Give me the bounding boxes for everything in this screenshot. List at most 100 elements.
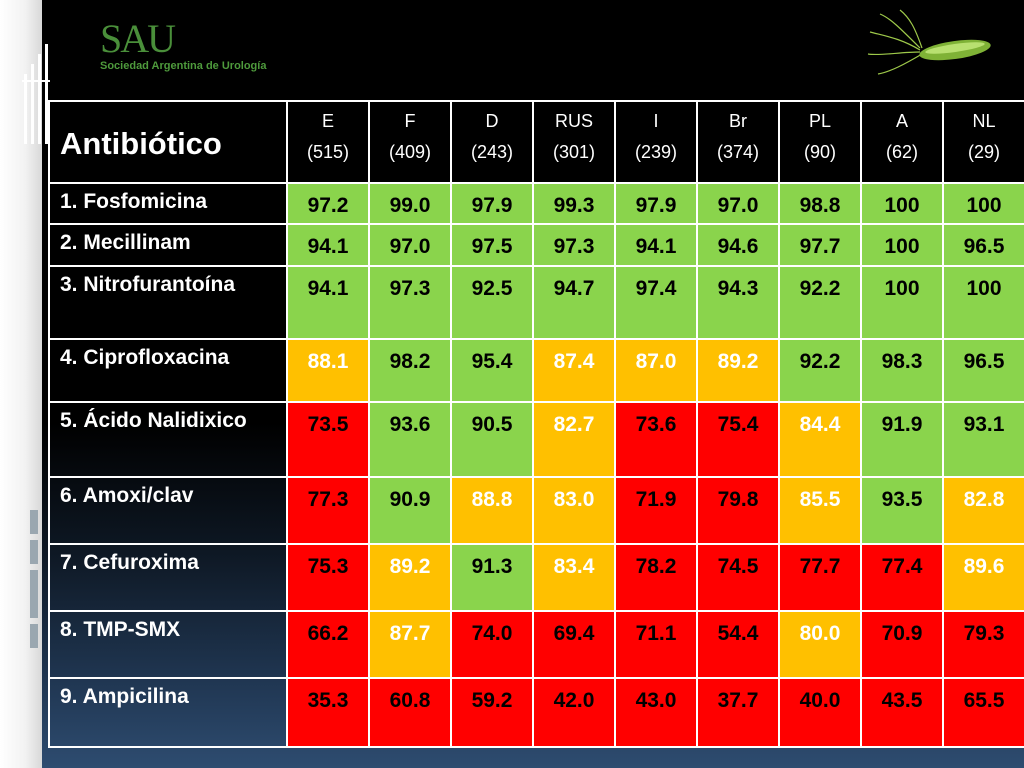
antibiotic-name: 9. Ampicilina: [48, 676, 288, 749]
susceptibility-cell: 85.5: [778, 476, 862, 546]
susceptibility-cell: 82.8: [942, 476, 1024, 546]
table-row: 2. Mecillinam 94.1 97.0 97.5 97.3 94.1 94.6 97.…: [48, 222, 1024, 268]
table-row: 4. Ciprofloxacina 88.1 98.2 95.4 87.4 87.0 89.…: [48, 338, 1024, 404]
susceptibility-cell: 87.7: [368, 610, 452, 679]
susceptibility-cell: 77.7: [778, 543, 862, 613]
header-col: A (62): [860, 100, 944, 184]
header-col: I (239): [614, 100, 698, 184]
table-row: 8. TMP-SMX 66.2 87.7 74.0 69.4 71.1 54.4 80.0 70…: [48, 610, 1024, 679]
susceptibility-cell: 91.9: [860, 401, 944, 479]
susceptibility-cell: 73.5: [286, 401, 370, 479]
susceptibility-cell: 97.2: [286, 182, 370, 225]
header-col: RUS (301): [532, 100, 616, 184]
susceptibility-cell: 40.0: [778, 676, 862, 749]
decor-bar: [30, 510, 38, 534]
susceptibility-cell: 98.8: [778, 182, 862, 225]
susceptibility-cell: 75.3: [286, 543, 370, 613]
susceptibility-cell: 100: [860, 265, 944, 341]
susceptibility-cell: 94.1: [614, 222, 698, 268]
susceptibility-cell: 77.3: [286, 476, 370, 546]
bacteria-icon: [867, 9, 991, 75]
susceptibility-cell: 43.0: [614, 676, 698, 749]
decor-bar: [30, 570, 38, 618]
susceptibility-cell: 98.3: [860, 338, 944, 404]
susceptibility-cell: 42.0: [532, 676, 616, 749]
susceptibility-cell: 77.4: [860, 543, 944, 613]
susceptibility-cell: 80.0: [778, 610, 862, 679]
susceptibility-cell: 97.9: [450, 182, 534, 225]
susceptibility-cell: 97.3: [368, 265, 452, 341]
susceptibility-cell: 71.1: [614, 610, 698, 679]
antibiotic-name: 8. TMP-SMX: [48, 610, 288, 679]
susceptibility-cell: 99.3: [532, 182, 616, 225]
susceptibility-cell: 88.8: [450, 476, 534, 546]
antibiotic-name: 7. Cefuroxima: [48, 543, 288, 613]
susceptibility-cell: 97.4: [614, 265, 698, 341]
susceptibility-cell: 83.0: [532, 476, 616, 546]
table-row: 1. Fosfomicina 97.2 99.0 97.9 99.3 97.9 97.0 98…: [48, 182, 1024, 225]
table-row: 5. Ácido Nalidixico 73.5 93.6 90.5 82.7 73.6 7…: [48, 401, 1024, 479]
susceptibility-cell: 92.2: [778, 265, 862, 341]
table-row: 7. Cefuroxima 75.3 89.2 91.3 83.4 78.2 74.5 77.…: [48, 543, 1024, 613]
decor-bar: [30, 624, 38, 648]
header-col: NL (29): [942, 100, 1024, 184]
header-col: F (409): [368, 100, 452, 184]
susceptibility-cell: 91.3: [450, 543, 534, 613]
col-n: (29): [967, 142, 1000, 162]
susceptibility-cell: 92.2: [778, 338, 862, 404]
col-n: (90): [803, 142, 836, 162]
antibiotic-susceptibility-table: Antibiótico E (515) F (409) D (243) RUS (301…: [48, 100, 1024, 749]
corner-lines-icon: [22, 44, 50, 144]
col-code: NL: [972, 111, 996, 131]
susceptibility-cell: 88.1: [286, 338, 370, 404]
susceptibility-cell: 37.7: [696, 676, 780, 749]
susceptibility-cell: 100: [860, 222, 944, 268]
header-antibiotic: Antibiótico: [48, 100, 288, 184]
susceptibility-cell: 83.4: [532, 543, 616, 613]
col-n: (243): [470, 142, 514, 162]
susceptibility-cell: 75.4: [696, 401, 780, 479]
header-col: E (515): [286, 100, 370, 184]
susceptibility-cell: 82.7: [532, 401, 616, 479]
susceptibility-cell: 93.6: [368, 401, 452, 479]
header-col: D (243): [450, 100, 534, 184]
susceptibility-cell: 43.5: [860, 676, 944, 749]
susceptibility-cell: 93.1: [942, 401, 1024, 479]
header-col: Br (374): [696, 100, 780, 184]
antibiotic-name: 1. Fosfomicina: [48, 182, 288, 225]
susceptibility-cell: 100: [860, 182, 944, 225]
susceptibility-cell: 69.4: [532, 610, 616, 679]
antibiotic-name: 3. Nitrofurantoína: [48, 265, 288, 341]
logo-subtitle: Sociedad Argentina de Urología: [100, 60, 267, 72]
sau-logo: SAU Sociedad Argentina de Urología: [100, 16, 267, 73]
susceptibility-cell: 90.5: [450, 401, 534, 479]
susceptibility-cell: 96.5: [942, 222, 1024, 268]
susceptibility-cell: 54.4: [696, 610, 780, 679]
susceptibility-cell: 84.4: [778, 401, 862, 479]
col-code: D: [485, 111, 499, 131]
susceptibility-cell: 59.2: [450, 676, 534, 749]
susceptibility-cell: 97.0: [696, 182, 780, 225]
susceptibility-cell: 94.6: [696, 222, 780, 268]
susceptibility-cell: 94.7: [532, 265, 616, 341]
susceptibility-cell: 66.2: [286, 610, 370, 679]
antibiotic-name: 2. Mecillinam: [48, 222, 288, 268]
susceptibility-cell: 65.5: [942, 676, 1024, 749]
table-row: 6. Amoxi/clav 77.3 90.9 88.8 83.0 71.9 79.8 85.…: [48, 476, 1024, 546]
susceptibility-cell: 94.1: [286, 265, 370, 341]
susceptibility-cell: 89.6: [942, 543, 1024, 613]
logo-mark: SAU: [100, 16, 176, 61]
col-n: (374): [716, 142, 760, 162]
susceptibility-cell: 87.0: [614, 338, 698, 404]
col-code: I: [653, 111, 659, 131]
susceptibility-cell: 35.3: [286, 676, 370, 749]
susceptibility-cell: 97.3: [532, 222, 616, 268]
susceptibility-cell: 79.3: [942, 610, 1024, 679]
table-row: 9. Ampicilina 35.3 60.8 59.2 42.0 43.0 37.7 40.…: [48, 676, 1024, 749]
susceptibility-cell: 78.2: [614, 543, 698, 613]
col-code: E: [321, 111, 334, 131]
susceptibility-cell: 74.0: [450, 610, 534, 679]
col-code: Br: [729, 111, 747, 131]
susceptibility-cell: 60.8: [368, 676, 452, 749]
susceptibility-cell: 96.5: [942, 338, 1024, 404]
